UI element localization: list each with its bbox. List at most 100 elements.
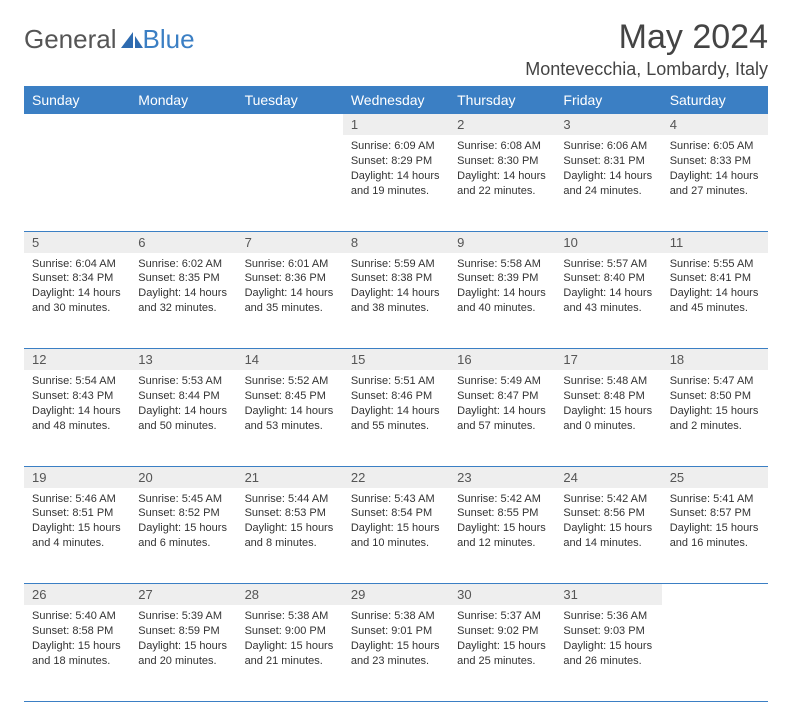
- daynum-cell: 15: [343, 349, 449, 371]
- daylight-text-2: and 19 minutes.: [351, 184, 441, 199]
- daylight-text-1: Daylight: 15 hours: [457, 639, 547, 654]
- daylight-text-2: and 12 minutes.: [457, 536, 547, 551]
- daynum-cell: 3: [555, 114, 661, 135]
- sunrise-text: Sunrise: 5:55 AM: [670, 257, 760, 272]
- sunrise-text: Sunrise: 5:57 AM: [563, 257, 653, 272]
- daynum-cell: [237, 114, 343, 135]
- content-row: Sunrise: 6:04 AMSunset: 8:34 PMDaylight:…: [24, 253, 768, 349]
- daylight-text-2: and 8 minutes.: [245, 536, 335, 551]
- daylight-text-2: and 26 minutes.: [563, 654, 653, 669]
- sunrise-text: Sunrise: 5:38 AM: [245, 609, 335, 624]
- daylight-text-1: Daylight: 15 hours: [670, 404, 760, 419]
- daynum-cell: 12: [24, 349, 130, 371]
- sunset-text: Sunset: 8:38 PM: [351, 271, 441, 286]
- daynum-cell: 30: [449, 584, 555, 606]
- daylight-text-2: and 25 minutes.: [457, 654, 547, 669]
- sunrise-text: Sunrise: 6:02 AM: [138, 257, 228, 272]
- day-cell: Sunrise: 5:36 AMSunset: 9:03 PMDaylight:…: [555, 605, 661, 701]
- day-cell: Sunrise: 5:42 AMSunset: 8:55 PMDaylight:…: [449, 488, 555, 584]
- sunrise-text: Sunrise: 6:01 AM: [245, 257, 335, 272]
- daylight-text-1: Daylight: 14 hours: [457, 169, 547, 184]
- daylight-text-1: Daylight: 14 hours: [351, 404, 441, 419]
- sunset-text: Sunset: 8:31 PM: [563, 154, 653, 169]
- sunset-text: Sunset: 8:55 PM: [457, 506, 547, 521]
- sunset-text: Sunset: 8:59 PM: [138, 624, 228, 639]
- daynum-cell: 10: [555, 231, 661, 253]
- daylight-text-2: and 43 minutes.: [563, 301, 653, 316]
- day-cell: Sunrise: 5:45 AMSunset: 8:52 PMDaylight:…: [130, 488, 236, 584]
- daylight-text-2: and 20 minutes.: [138, 654, 228, 669]
- sunrise-text: Sunrise: 5:53 AM: [138, 374, 228, 389]
- sunrise-text: Sunrise: 5:42 AM: [457, 492, 547, 507]
- daylight-text-1: Daylight: 14 hours: [457, 286, 547, 301]
- sunrise-text: Sunrise: 5:52 AM: [245, 374, 335, 389]
- day-cell: Sunrise: 5:42 AMSunset: 8:56 PMDaylight:…: [555, 488, 661, 584]
- daylight-text-2: and 27 minutes.: [670, 184, 760, 199]
- daylight-text-2: and 22 minutes.: [457, 184, 547, 199]
- day-cell: Sunrise: 6:01 AMSunset: 8:36 PMDaylight:…: [237, 253, 343, 349]
- logo: General Blue: [24, 24, 195, 55]
- sunset-text: Sunset: 8:35 PM: [138, 271, 228, 286]
- day-cell: Sunrise: 5:48 AMSunset: 8:48 PMDaylight:…: [555, 370, 661, 466]
- daylight-text-1: Daylight: 14 hours: [32, 286, 122, 301]
- daylight-text-1: Daylight: 15 hours: [563, 521, 653, 536]
- sunrise-text: Sunrise: 6:06 AM: [563, 139, 653, 154]
- content-row: Sunrise: 5:46 AMSunset: 8:51 PMDaylight:…: [24, 488, 768, 584]
- daynum-cell: 9: [449, 231, 555, 253]
- daylight-text-2: and 30 minutes.: [32, 301, 122, 316]
- day-cell: Sunrise: 6:04 AMSunset: 8:34 PMDaylight:…: [24, 253, 130, 349]
- day-cell: Sunrise: 5:54 AMSunset: 8:43 PMDaylight:…: [24, 370, 130, 466]
- daynum-cell: 16: [449, 349, 555, 371]
- day-cell: Sunrise: 5:52 AMSunset: 8:45 PMDaylight:…: [237, 370, 343, 466]
- day-cell: Sunrise: 5:51 AMSunset: 8:46 PMDaylight:…: [343, 370, 449, 466]
- daylight-text-2: and 6 minutes.: [138, 536, 228, 551]
- daynum-cell: 20: [130, 466, 236, 488]
- daylight-text-2: and 45 minutes.: [670, 301, 760, 316]
- daynum-cell: 18: [662, 349, 768, 371]
- day-cell: Sunrise: 6:06 AMSunset: 8:31 PMDaylight:…: [555, 135, 661, 231]
- daylight-text-1: Daylight: 14 hours: [245, 404, 335, 419]
- day-cell: Sunrise: 5:38 AMSunset: 9:01 PMDaylight:…: [343, 605, 449, 701]
- sunset-text: Sunset: 8:57 PM: [670, 506, 760, 521]
- day-cell: Sunrise: 5:40 AMSunset: 8:58 PMDaylight:…: [24, 605, 130, 701]
- daylight-text-2: and 50 minutes.: [138, 419, 228, 434]
- daylight-text-2: and 57 minutes.: [457, 419, 547, 434]
- sunset-text: Sunset: 8:30 PM: [457, 154, 547, 169]
- sunset-text: Sunset: 8:41 PM: [670, 271, 760, 286]
- day-cell: Sunrise: 5:57 AMSunset: 8:40 PMDaylight:…: [555, 253, 661, 349]
- sunset-text: Sunset: 8:29 PM: [351, 154, 441, 169]
- sunset-text: Sunset: 8:46 PM: [351, 389, 441, 404]
- sunrise-text: Sunrise: 6:09 AM: [351, 139, 441, 154]
- sunrise-text: Sunrise: 5:43 AM: [351, 492, 441, 507]
- sunset-text: Sunset: 9:03 PM: [563, 624, 653, 639]
- daylight-text-2: and 40 minutes.: [457, 301, 547, 316]
- sunrise-text: Sunrise: 5:37 AM: [457, 609, 547, 624]
- sunset-text: Sunset: 8:36 PM: [245, 271, 335, 286]
- day-cell: Sunrise: 5:46 AMSunset: 8:51 PMDaylight:…: [24, 488, 130, 584]
- sunset-text: Sunset: 8:44 PM: [138, 389, 228, 404]
- sunset-text: Sunset: 8:53 PM: [245, 506, 335, 521]
- day-cell: Sunrise: 6:08 AMSunset: 8:30 PMDaylight:…: [449, 135, 555, 231]
- daylight-text-2: and 18 minutes.: [32, 654, 122, 669]
- daylight-text-1: Daylight: 14 hours: [351, 169, 441, 184]
- sunrise-text: Sunrise: 5:51 AM: [351, 374, 441, 389]
- day-cell: Sunrise: 5:38 AMSunset: 9:00 PMDaylight:…: [237, 605, 343, 701]
- daynum-cell: 29: [343, 584, 449, 606]
- weekday-header-cell: Monday: [130, 86, 236, 114]
- sunset-text: Sunset: 8:45 PM: [245, 389, 335, 404]
- daylight-text-2: and 14 minutes.: [563, 536, 653, 551]
- sunrise-text: Sunrise: 5:44 AM: [245, 492, 335, 507]
- daynum-cell: 31: [555, 584, 661, 606]
- content-row: Sunrise: 6:09 AMSunset: 8:29 PMDaylight:…: [24, 135, 768, 231]
- daylight-text-1: Daylight: 15 hours: [457, 521, 547, 536]
- weekday-header-cell: Tuesday: [237, 86, 343, 114]
- sunset-text: Sunset: 8:40 PM: [563, 271, 653, 286]
- logo-text-blue: Blue: [143, 24, 195, 55]
- daynum-row: 1234: [24, 114, 768, 135]
- daynum-cell: 14: [237, 349, 343, 371]
- daylight-text-1: Daylight: 14 hours: [32, 404, 122, 419]
- logo-sail-icon: [119, 30, 145, 50]
- daynum-cell: 22: [343, 466, 449, 488]
- day-cell: Sunrise: 5:53 AMSunset: 8:44 PMDaylight:…: [130, 370, 236, 466]
- day-cell: [24, 135, 130, 231]
